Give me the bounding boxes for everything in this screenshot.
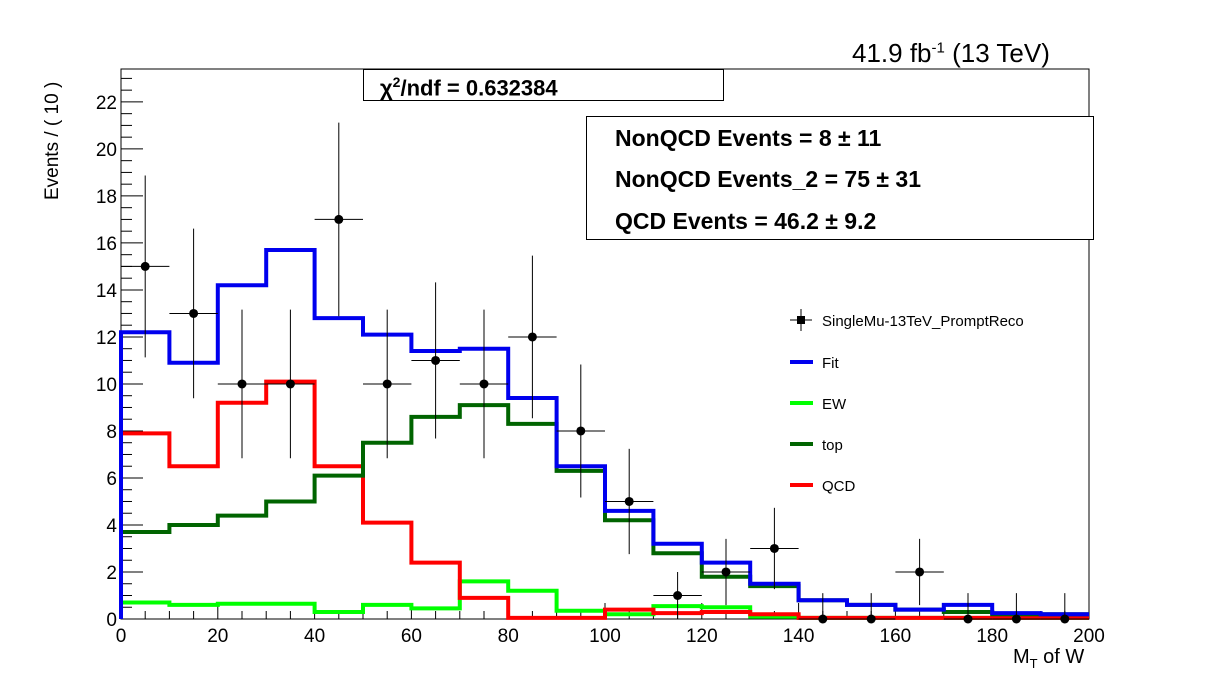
event-yield-box: NonQCD Events = 8 ± 11 NonQCD Events_2 =… bbox=[586, 116, 1094, 240]
data-point bbox=[992, 593, 1041, 624]
x-tick-label: 20 bbox=[207, 626, 228, 647]
x-axis-label: MT of W bbox=[1013, 646, 1085, 671]
y-tick-label: 0 bbox=[106, 610, 117, 631]
x-tick-label: 180 bbox=[976, 626, 1008, 647]
x-tick-label: 120 bbox=[686, 626, 718, 647]
legend-label-top: top bbox=[822, 437, 843, 454]
data-point bbox=[895, 538, 944, 606]
data-point bbox=[750, 507, 799, 590]
legend-label-ew: EW bbox=[822, 396, 847, 413]
x-tick-label: 200 bbox=[1073, 626, 1105, 647]
nonqcd-events-2-text: NonQCD Events_2 = 75 ± 31 bbox=[615, 166, 921, 192]
data-point bbox=[169, 228, 218, 399]
data-point bbox=[459, 309, 509, 459]
luminosity-label: 41.9 fb-1 (13 TeV) bbox=[852, 38, 1050, 68]
data-point bbox=[363, 309, 412, 459]
data-point bbox=[701, 538, 751, 606]
y-axis-label: Events / ( 10 ) bbox=[42, 81, 63, 200]
fit-quality-box: χ2/ndf = 0.632384 bbox=[363, 69, 724, 101]
legend-label-qcd: QCD bbox=[822, 478, 856, 495]
x-tick-label: 40 bbox=[304, 626, 325, 647]
x-tick-label: 0 bbox=[116, 626, 127, 647]
data-point bbox=[653, 571, 702, 619]
x-tick-label: 60 bbox=[401, 626, 422, 647]
y-tick-label: 22 bbox=[96, 93, 117, 114]
y-tick-label: 6 bbox=[106, 469, 117, 490]
legend-marker-data bbox=[790, 309, 812, 331]
data-point bbox=[798, 593, 847, 624]
series-qcd-line bbox=[119, 379, 1089, 620]
x-tick-label: 80 bbox=[498, 626, 519, 647]
data-point bbox=[605, 448, 654, 555]
y-tick-label: 10 bbox=[96, 375, 117, 396]
data-point bbox=[508, 255, 557, 419]
data-point bbox=[314, 122, 363, 317]
y-tick-label: 18 bbox=[96, 187, 117, 208]
data-point bbox=[121, 175, 170, 358]
y-tick-label: 4 bbox=[106, 516, 117, 537]
y-tick-label: 20 bbox=[96, 140, 117, 161]
legend-label-data: SingleMu-13TeV_PromptReco bbox=[822, 313, 1024, 330]
qcd-events-text: QCD Events = 46.2 ± 9.2 bbox=[615, 208, 877, 234]
x-tick-label: 100 bbox=[589, 626, 621, 647]
data-point bbox=[411, 282, 460, 439]
x-tick-label: 160 bbox=[880, 626, 912, 647]
y-tick-label: 16 bbox=[96, 234, 117, 255]
y-tick-label: 12 bbox=[96, 328, 117, 349]
data-point bbox=[266, 309, 315, 459]
data-point bbox=[847, 593, 896, 624]
y-tick-label: 8 bbox=[106, 422, 117, 443]
x-tick-label: 140 bbox=[783, 626, 815, 647]
data-point bbox=[556, 364, 605, 498]
data-point bbox=[1040, 593, 1089, 624]
y-tick-label: 14 bbox=[96, 281, 118, 302]
series-fit-line bbox=[119, 247, 1089, 619]
chi2-ndf-text: χ2/ndf = 0.632384 bbox=[380, 74, 558, 101]
legend-label-fit: Fit bbox=[822, 355, 839, 372]
data-point bbox=[217, 309, 267, 459]
data-point bbox=[943, 593, 993, 624]
nonqcd-events-text: NonQCD Events = 8 ± 11 bbox=[615, 125, 882, 151]
y-tick-label: 2 bbox=[106, 563, 117, 584]
